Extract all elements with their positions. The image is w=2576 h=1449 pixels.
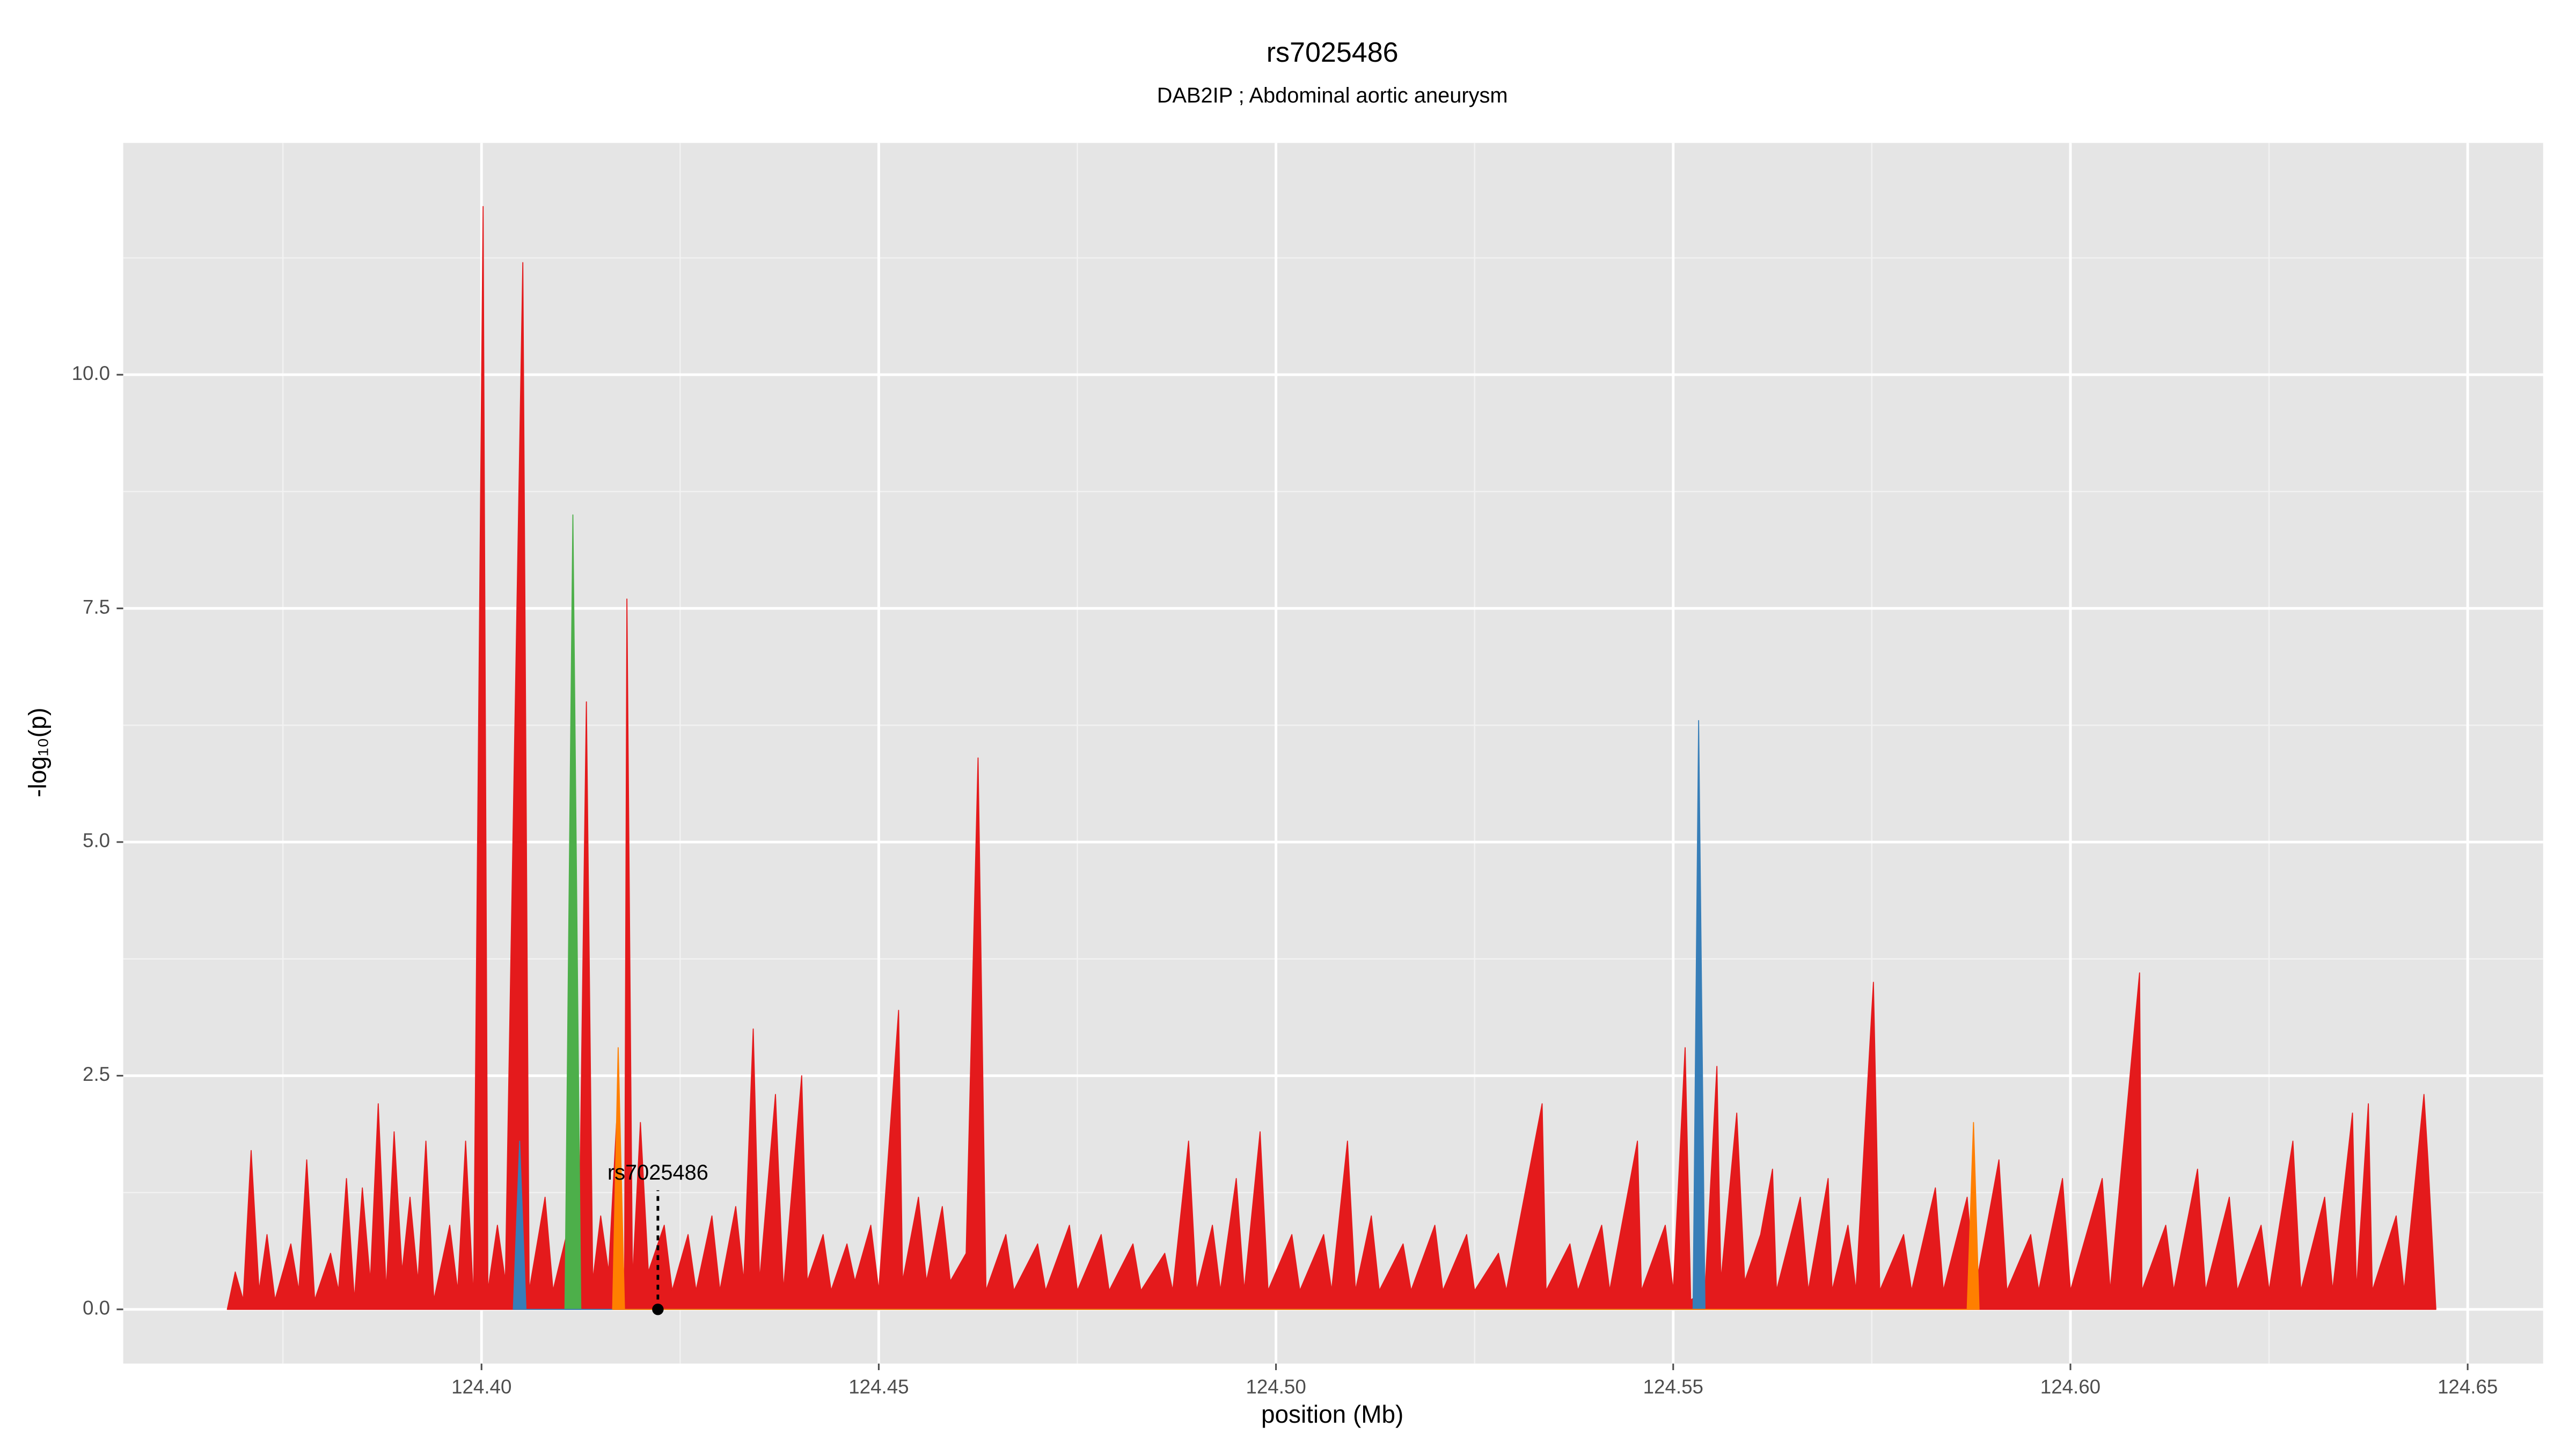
x-tick-label: 124.40 (451, 1375, 511, 1397)
chart-title: rs7025486 (1267, 37, 1399, 68)
y-axis-title: -log₁₀(p) (24, 707, 52, 797)
x-tick-label: 124.60 (2040, 1375, 2101, 1397)
y-tick-label: 7.5 (83, 596, 110, 618)
x-tick-label: 124.45 (848, 1375, 909, 1397)
x-tick-label: 124.50 (1246, 1375, 1306, 1397)
x-axis-title: position (Mb) (1261, 1400, 1403, 1428)
chart-subtitle: DAB2IP ; Abdominal aortic aneurysm (1157, 84, 1508, 107)
y-tick-label: 0.0 (83, 1297, 110, 1319)
y-tick-label: 5.0 (83, 830, 110, 852)
x-tick-label: 124.65 (2438, 1375, 2498, 1397)
y-tick-label: 10.0 (72, 362, 110, 384)
area (612, 1047, 1980, 1310)
annotation-point (652, 1304, 664, 1315)
y-tick-label: 2.5 (83, 1063, 110, 1085)
area (226, 206, 2436, 1310)
x-tick-label: 124.55 (1643, 1375, 1703, 1397)
annotation-label: rs7025486 (608, 1161, 708, 1184)
